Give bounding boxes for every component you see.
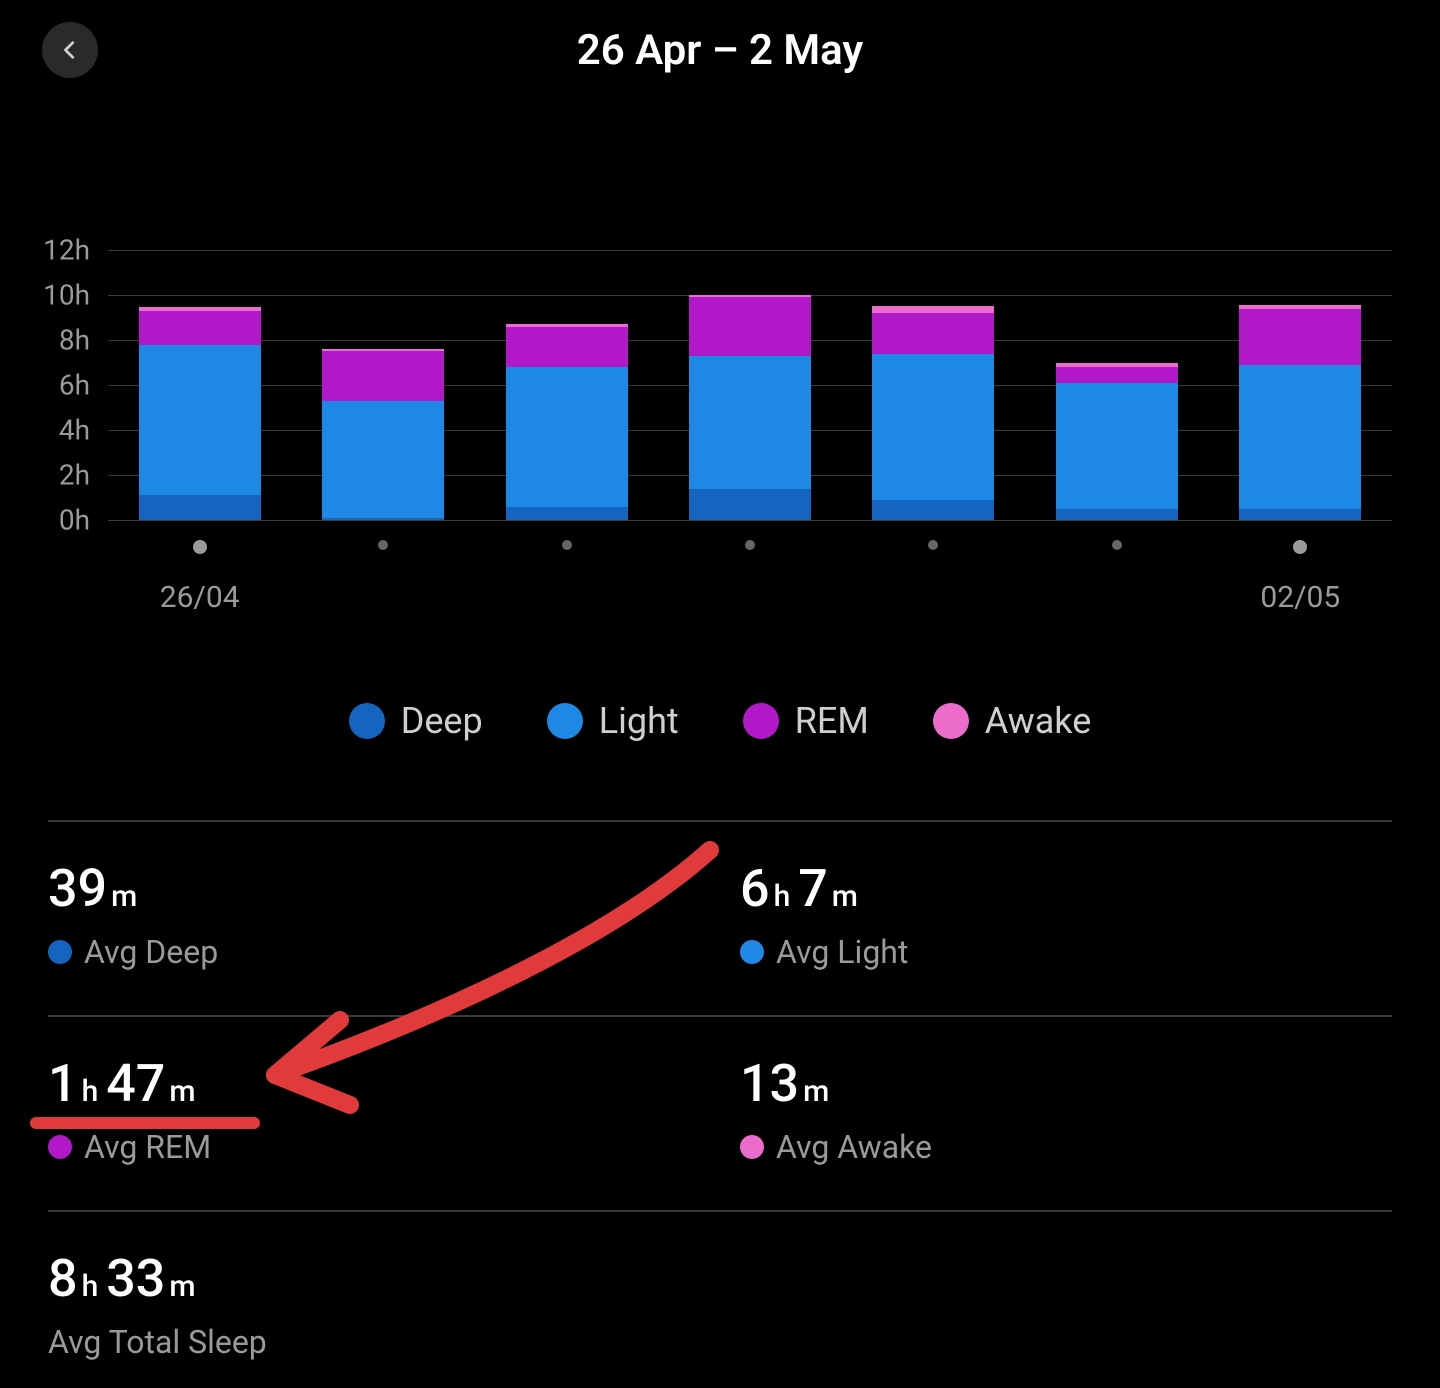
chart-x-labels: 26/04 02/05 — [108, 580, 1392, 620]
legend-item-rem[interactable]: REM — [743, 700, 869, 742]
stat-label: Avg Total Sleep — [48, 1323, 700, 1361]
bar-segment-light — [322, 401, 444, 518]
bar-segment-deep — [1056, 509, 1178, 520]
bar-segment-rem — [322, 351, 444, 401]
bar-segment-deep — [689, 489, 811, 521]
bar-segment-light — [139, 345, 261, 496]
stat-label-text: Avg Total Sleep — [48, 1323, 267, 1361]
x-dot — [378, 540, 388, 550]
bar-segment-light — [1056, 383, 1178, 509]
x-dot — [193, 540, 207, 554]
bar-segment-light — [1239, 365, 1361, 509]
bar-segment-rem — [1239, 309, 1361, 365]
stat-label-text: Avg Light — [776, 933, 908, 971]
bar-segment-awake — [872, 306, 994, 313]
stat-avg-deep: 39m Avg Deep — [48, 822, 700, 1015]
sleep-week-screen: 26 Apr – 2 May 0h 2h 4h 6h 8h 10h 12h 26/04 02/… — [0, 0, 1440, 1388]
y-tick-label: 8h — [59, 324, 90, 357]
header: 26 Apr – 2 May — [0, 0, 1440, 100]
bar-segment-rem — [689, 297, 811, 356]
stat-label: Avg Light — [740, 933, 1392, 971]
y-tick-label: 0h — [59, 504, 90, 537]
bar-segment-rem — [1056, 367, 1178, 383]
chart-bar[interactable] — [1056, 363, 1178, 521]
stat-avg-awake: 13m Avg Awake — [700, 1017, 1392, 1210]
chart-x-dots — [108, 540, 1392, 560]
chart-bar[interactable] — [1239, 305, 1361, 520]
chart-bar[interactable] — [139, 307, 261, 520]
stat-label: Avg Awake — [740, 1128, 1392, 1166]
legend-label: Light — [599, 700, 679, 742]
y-tick-label: 4h — [59, 414, 90, 447]
legend-dot-icon — [547, 703, 583, 739]
legend-item-awake[interactable]: Awake — [933, 700, 1092, 742]
bar-segment-rem — [506, 327, 628, 368]
stat-row: 8h 33m Avg Total Sleep — [48, 1210, 1392, 1388]
stat-dot-icon — [740, 940, 764, 964]
chart-legend: Deep Light REM Awake — [0, 700, 1440, 742]
legend-item-light[interactable]: Light — [547, 700, 679, 742]
stats-grid: 39m Avg Deep 6h 7m Avg Light 1h 47m Av — [48, 820, 1392, 1388]
y-tick-label: 6h — [59, 369, 90, 402]
bar-segment-light — [872, 354, 994, 500]
stat-label: Avg Deep — [48, 933, 700, 971]
stat-value: 39m — [48, 858, 700, 919]
stat-dot-icon — [740, 1135, 764, 1159]
y-tick-label: 2h — [59, 459, 90, 492]
bar-segment-light — [506, 367, 628, 507]
x-dot — [745, 540, 755, 550]
stat-label-text: Avg REM — [84, 1128, 211, 1166]
y-tick-label: 12h — [43, 234, 90, 267]
x-label-last: 02/05 — [1260, 580, 1340, 615]
stat-avg-light: 6h 7m Avg Light — [700, 822, 1392, 1015]
bar-segment-deep — [139, 495, 261, 520]
stat-value: 13m — [740, 1053, 1392, 1114]
legend-dot-icon — [349, 703, 385, 739]
y-tick-label: 10h — [43, 279, 90, 312]
x-label-first: 26/04 — [160, 580, 240, 615]
chart-bar[interactable] — [322, 349, 444, 520]
stat-row: 1h 47m Avg REM 13m Avg Awake — [48, 1015, 1392, 1210]
bar-segment-deep — [506, 507, 628, 521]
stat-label-text: Avg Deep — [84, 933, 218, 971]
chart-bar[interactable] — [689, 295, 811, 520]
stat-dot-icon — [48, 940, 72, 964]
stat-label-text: Avg Awake — [776, 1128, 932, 1166]
chart-y-axis: 0h2h4h6h8h10h12h — [38, 250, 98, 520]
x-dot — [1112, 540, 1122, 550]
bar-segment-deep — [1239, 509, 1361, 520]
sleep-chart: 0h2h4h6h8h10h12h — [38, 250, 1402, 530]
legend-item-deep[interactable]: Deep — [349, 700, 483, 742]
legend-dot-icon — [743, 703, 779, 739]
stat-row: 39m Avg Deep 6h 7m Avg Light — [48, 820, 1392, 1015]
bar-segment-deep — [322, 518, 444, 520]
bar-segment-rem — [872, 313, 994, 354]
stat-value: 8h 33m — [48, 1248, 700, 1309]
x-dot — [562, 540, 572, 550]
bar-segment-deep — [872, 500, 994, 520]
stat-label: Avg REM — [48, 1128, 700, 1166]
stat-value: 1h 47m — [48, 1053, 700, 1114]
legend-label: REM — [795, 700, 869, 742]
x-dot — [928, 540, 938, 550]
stat-dot-icon — [48, 1135, 72, 1159]
legend-dot-icon — [933, 703, 969, 739]
chart-bar[interactable] — [872, 306, 994, 520]
chart-plot-area — [108, 250, 1392, 520]
stat-avg-total: 8h 33m Avg Total Sleep — [48, 1212, 700, 1388]
legend-label: Awake — [985, 700, 1092, 742]
legend-label: Deep — [401, 700, 483, 742]
bar-segment-light — [689, 356, 811, 489]
stat-avg-rem: 1h 47m Avg REM — [48, 1017, 700, 1210]
stat-empty — [700, 1212, 1392, 1388]
x-dot — [1293, 540, 1307, 554]
stat-value: 6h 7m — [740, 858, 1392, 919]
chart-bar[interactable] — [506, 324, 628, 520]
date-range-title: 26 Apr – 2 May — [0, 26, 1440, 75]
bar-segment-rem — [139, 311, 261, 345]
